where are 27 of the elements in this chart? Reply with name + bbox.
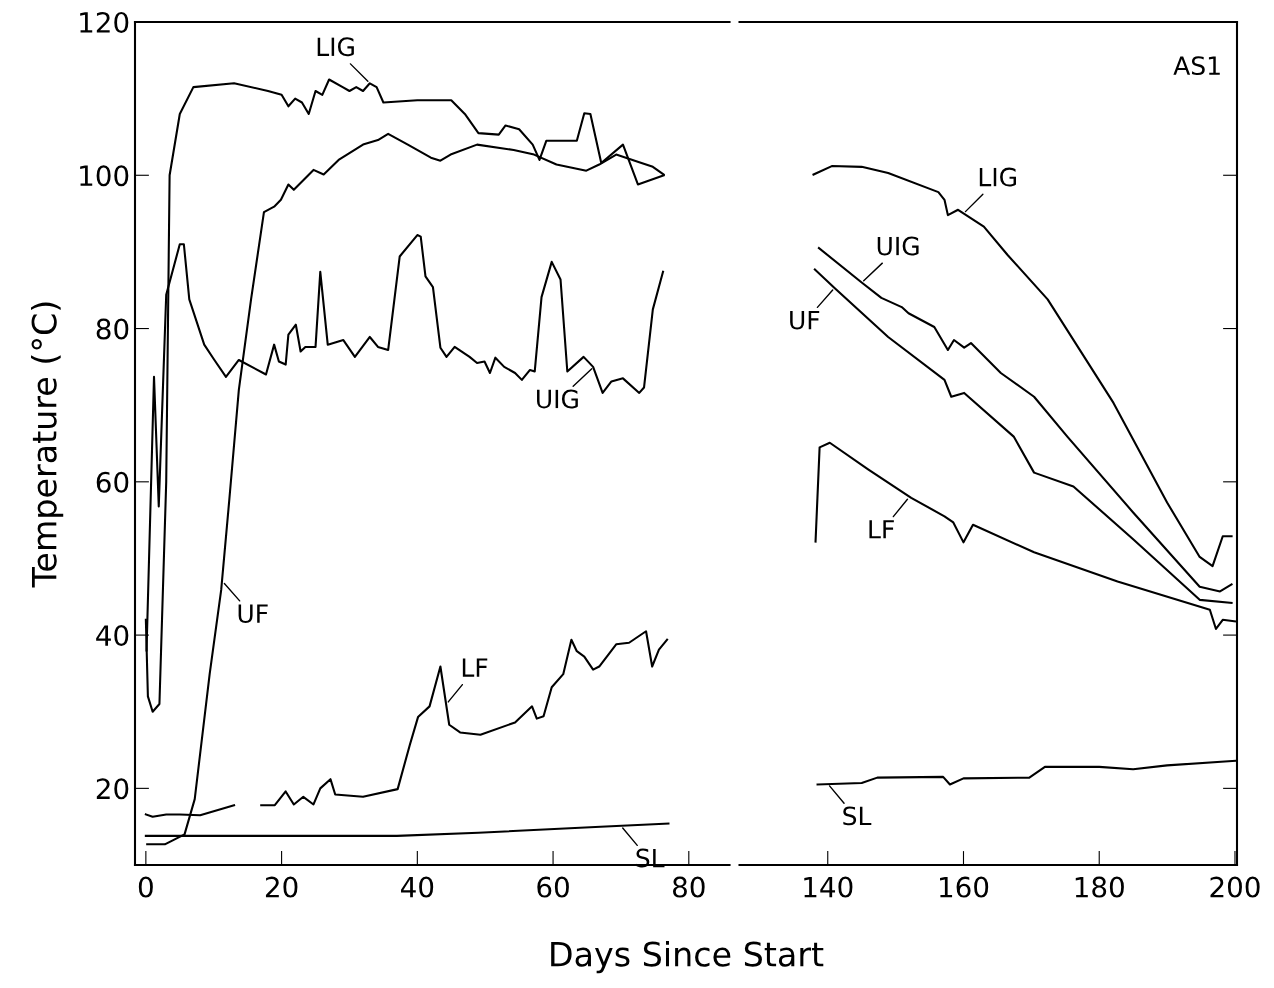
y-tick-label: 120 bbox=[80, 11, 129, 33]
annotation: UIG bbox=[877, 236, 919, 256]
y-axis-title: Temperature (°C) bbox=[31, 302, 64, 588]
y-tick-label: 20 bbox=[96, 778, 129, 800]
x-tick-label: 180 bbox=[1075, 876, 1124, 898]
x-tick-label: 20 bbox=[265, 876, 298, 898]
annotation: SL bbox=[843, 806, 872, 826]
x-tick-label: 60 bbox=[537, 876, 569, 898]
annotation: UF bbox=[238, 604, 268, 624]
annotation: AS1 bbox=[1173, 56, 1220, 76]
y-tick-label: 80 bbox=[96, 318, 129, 340]
annotation: LF bbox=[462, 658, 488, 677]
y-tick-label: 100 bbox=[80, 165, 129, 187]
y-tick-label: 60 bbox=[96, 471, 129, 493]
x-tick-label: 140 bbox=[804, 876, 853, 898]
x-tick-label: 40 bbox=[401, 876, 434, 898]
annotation: LIG bbox=[979, 167, 1016, 187]
annotation: UIG bbox=[537, 389, 578, 409]
x-tick-label: 0 bbox=[138, 876, 153, 898]
annotation: UF bbox=[790, 310, 820, 330]
x-tick-label: 200 bbox=[1210, 876, 1260, 898]
y-tick-label: 40 bbox=[96, 625, 129, 647]
annotation: LF bbox=[869, 520, 894, 539]
x-tick-label: 80 bbox=[673, 876, 705, 898]
x-axis-title: Days Since Start bbox=[551, 940, 824, 974]
x-tick-label: 160 bbox=[940, 876, 989, 898]
annotation: LIG bbox=[317, 37, 354, 57]
